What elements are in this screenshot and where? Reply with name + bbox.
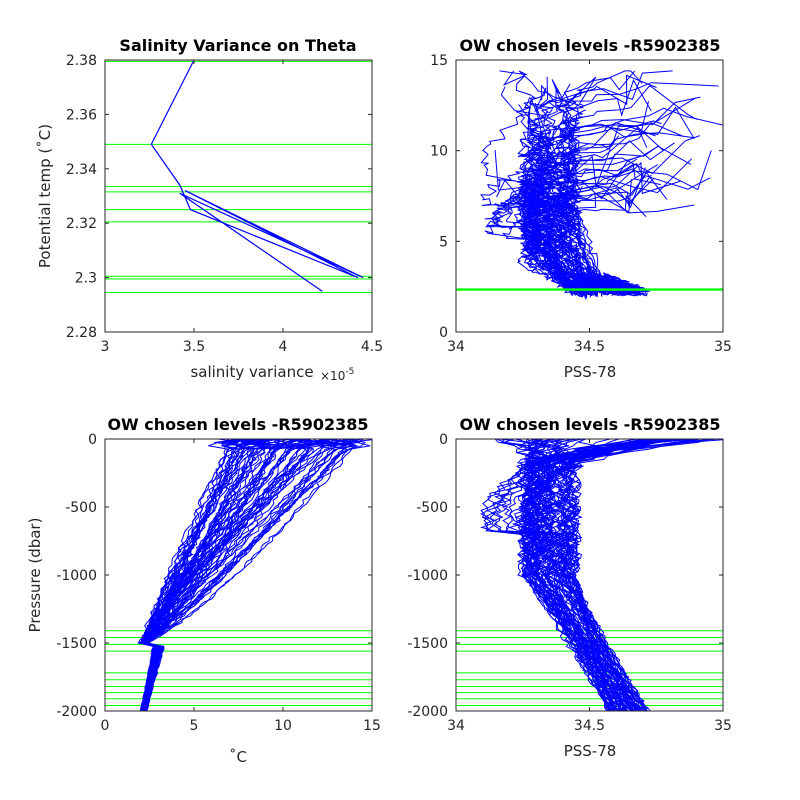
x-axis-exponent: ×10-5 — [320, 367, 354, 383]
y-tick-label: 0 — [88, 432, 97, 448]
profile-line — [529, 158, 638, 297]
panel-data — [456, 439, 723, 711]
x-tick-label: 15 — [363, 718, 381, 734]
panel-pressure-salinity: 34 34.5 35 -2000 -1500 -1000 -500 0 OW chosen l… — [407, 415, 732, 760]
profile-line — [524, 439, 616, 711]
x-tick-label: 34 — [447, 718, 465, 734]
profile-line — [490, 439, 692, 711]
y-tick-label: -500 — [65, 500, 97, 516]
panel-theta-salinity: 34 34.5 35 0 5 10 15 OW chosen levels -R590238… — [430, 36, 732, 381]
profile-line — [144, 439, 357, 711]
panel-data — [105, 439, 372, 711]
y-tick-label: 2.34 — [66, 162, 97, 178]
y-axis-label: Pressure (dbar) — [26, 518, 44, 633]
x-tick-label: 34.5 — [574, 339, 605, 355]
axes-box — [455, 59, 724, 333]
profile-line — [555, 439, 657, 711]
y-tick-label: -2000 — [56, 704, 97, 720]
panel-pressure-temperature: 0 5 10 15 -2000 -1500 -1000 -500 0 OW chosen lev… — [26, 415, 381, 766]
x-tick-label: 3 — [101, 339, 110, 355]
profile-line — [516, 439, 681, 711]
x-axis-label: PSS-78 — [564, 363, 617, 381]
x-tick-label: 10 — [274, 718, 292, 734]
y-tick-label: 0 — [439, 432, 448, 448]
axes-box — [455, 438, 724, 712]
profile-line — [526, 439, 641, 711]
profile-line — [150, 60, 364, 292]
x-tick-label: 5 — [190, 718, 199, 734]
y-tick-label: 2.32 — [66, 216, 97, 232]
y-tick-label: 2.28 — [66, 325, 97, 341]
x-tick-label: 35 — [714, 718, 732, 734]
x-tick-label: 34 — [447, 339, 465, 355]
profile-line — [520, 190, 636, 298]
panel-title: OW chosen levels -R5902385 — [107, 415, 368, 434]
profile-line — [483, 439, 658, 711]
y-tick-label: 15 — [430, 53, 448, 69]
y-tick-label: 2.36 — [66, 107, 97, 123]
panel-ticks: 34 34.5 35 -2000 -1500 -1000 -500 0 — [407, 432, 732, 734]
profile-line — [530, 439, 638, 711]
y-axis-label: Potential temp (˚C) — [36, 124, 54, 268]
y-tick-label: 0 — [439, 325, 448, 341]
y-tick-label: 10 — [430, 144, 448, 160]
x-tick-label: 3.5 — [183, 339, 205, 355]
y-tick-label: -1000 — [407, 568, 448, 584]
y-tick-label: 2.38 — [66, 53, 97, 69]
y-tick-label: -500 — [416, 500, 448, 516]
y-tick-label: -1000 — [56, 568, 97, 584]
y-tick-label: 2.3 — [75, 271, 97, 287]
x-tick-label: 34.5 — [574, 718, 605, 734]
y-tick-label: -2000 — [407, 704, 448, 720]
x-axis-label: PSS-78 — [564, 742, 617, 760]
x-axis-label: salinity variance — [190, 363, 313, 381]
profile-line — [480, 439, 692, 711]
profile-line — [537, 86, 637, 295]
panel-ticks: 0 5 10 15 -2000 -1500 -1000 -500 0 — [56, 432, 381, 734]
x-axis-exponent-base: ×10 — [320, 369, 345, 383]
y-tick-label: 5 — [439, 234, 448, 250]
profile-line — [517, 439, 633, 711]
axes-box — [104, 438, 373, 712]
profile-line — [137, 439, 267, 711]
x-tick-label: 4 — [279, 339, 288, 355]
y-tick-label: -1500 — [407, 636, 448, 652]
axes-box — [104, 59, 373, 333]
x-tick-label: 0 — [101, 718, 110, 734]
profile-line — [480, 439, 636, 711]
panel-title: OW chosen levels -R5902385 — [459, 415, 720, 434]
panel-salinity-variance: 3 3.5 4 4.5 2.28 2.3 2.32 2.34 2.36 2.38 Salinity… — [36, 36, 383, 383]
panel-data — [105, 60, 372, 294]
y-tick-label: -1500 — [56, 636, 97, 652]
profile-line — [516, 439, 696, 711]
x-tick-label: 35 — [714, 339, 732, 355]
x-axis-label: ˚C — [229, 748, 247, 766]
profile-line — [144, 439, 353, 711]
profile-line — [139, 439, 330, 711]
x-tick-label: 4.5 — [361, 339, 383, 355]
panel-data — [456, 70, 723, 301]
profile-line — [520, 439, 636, 711]
profile-line — [531, 439, 649, 711]
panel-title: OW chosen levels -R5902385 — [459, 36, 720, 55]
profile-line — [526, 105, 641, 297]
profile-line — [138, 439, 245, 711]
x-axis-exponent-power: -5 — [345, 367, 354, 377]
profile-line — [560, 84, 698, 296]
panel-title: Salinity Variance on Theta — [119, 36, 356, 55]
profile-line — [143, 439, 285, 711]
profile-line — [499, 439, 637, 711]
